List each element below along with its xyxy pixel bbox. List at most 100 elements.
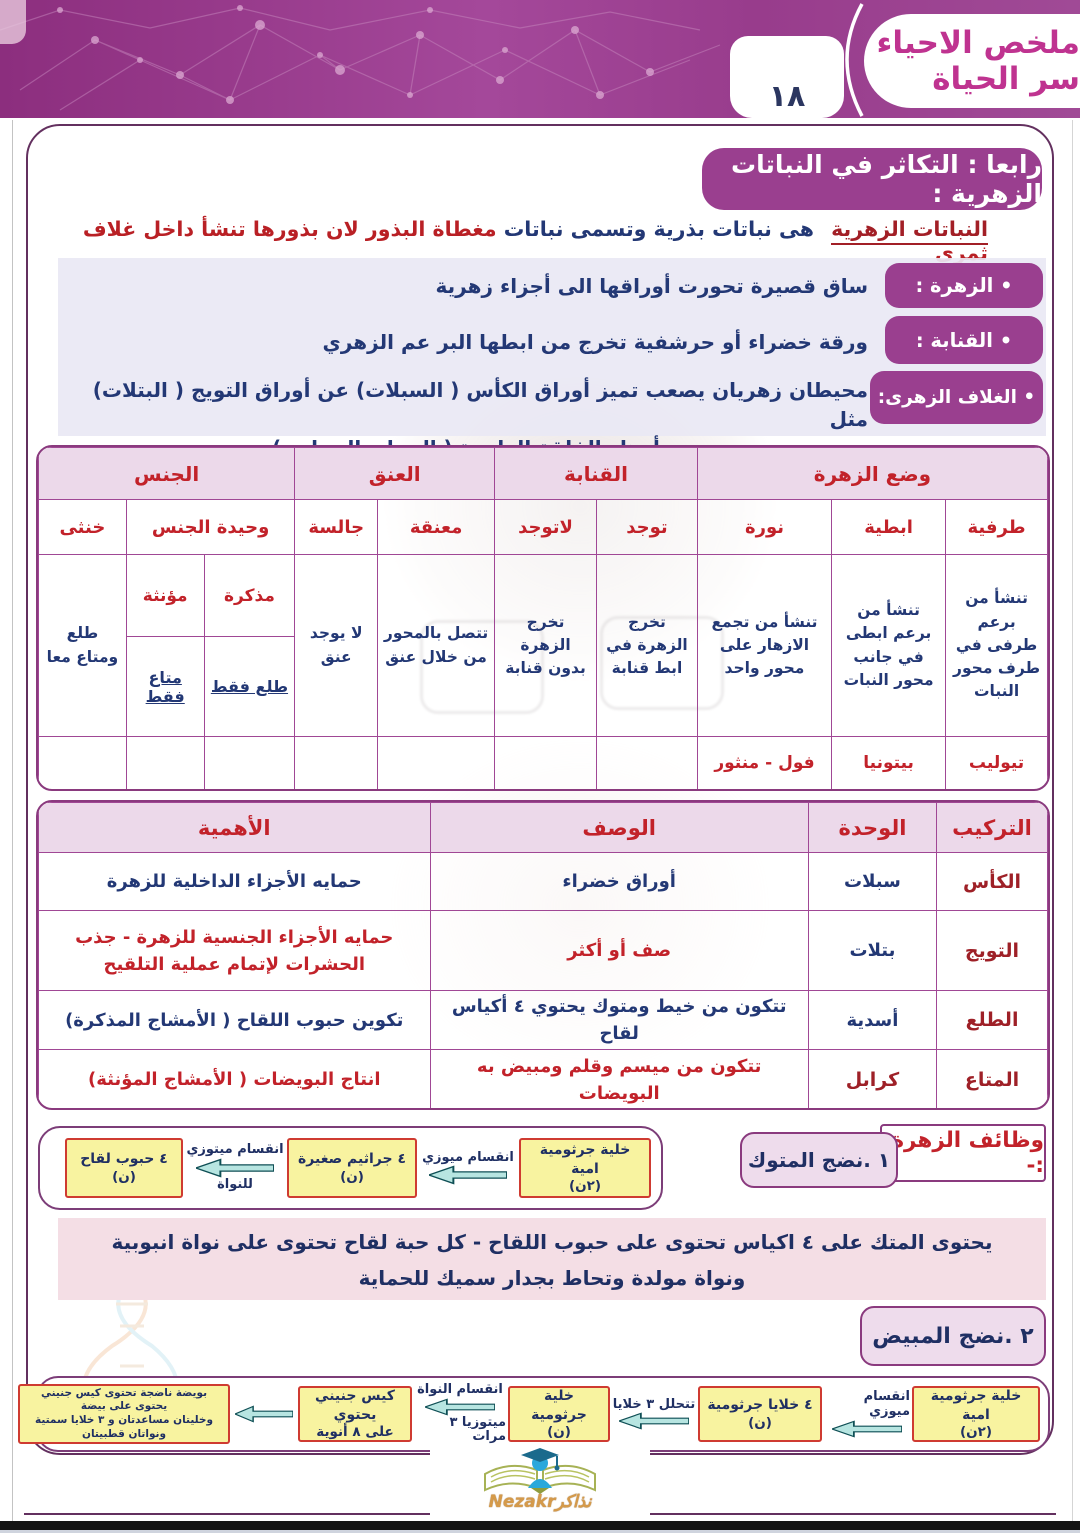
left-arrow-icon: [832, 1420, 902, 1438]
t2-row-corolla: التويج بتلات صف أو أكثر حمايه الأجزاء ال…: [38, 910, 1048, 991]
flower-position-table-grid: وضع الزهرة القنابة العنق الجنس طرفية ابط…: [38, 447, 1048, 789]
flow2-box3-line1: خلية جرثومية: [531, 1388, 587, 1423]
flower-position-table: وضع الزهرة القنابة العنق الجنس طرفية ابط…: [36, 445, 1050, 791]
flow2-box5-line2: وخليتان مساعدتان و ٣ خلايا سمتية ونواتان…: [34, 1414, 214, 1440]
t2-gynoecium-desc: تتكون من ميسم وقلم ومبيض به البويضات: [429, 1049, 809, 1108]
subheader-unisexual: وحيدة الجنس: [125, 499, 296, 555]
flow1-box1-line2: (٢ن): [568, 1177, 602, 1194]
flow2-box4-line1: كيس جنيني يحتوي: [315, 1388, 395, 1423]
header-banner: ملخص الاحياء سر الحياة ١٨: [0, 0, 1080, 118]
flow2-arrow-degeneration: تتحلل ٣ خلايا: [612, 1397, 696, 1431]
title-arc-decoration: [845, 3, 864, 117]
left-arrow-icon: [619, 1412, 689, 1431]
cell-bract-present-desc: تخرج الزهرة في ابط قنابة: [596, 554, 698, 737]
t2-androecium-name: الطلع: [936, 990, 1048, 1050]
network-pattern-decoration: [0, 3, 864, 117]
t2-corolla-importance: حمايه الأجزاء الجنسية للزهرة - جذب الحشر…: [38, 910, 431, 991]
flow1-box2-line1: ٤ جراثيم صغيرة: [298, 1151, 406, 1168]
flow2-arrow-final: [232, 1405, 296, 1423]
flow2-box4-line2: على ٨ أنوية: [316, 1423, 394, 1440]
step2-label: ٢ .نضج المبيض: [860, 1306, 1046, 1366]
flower-structure-table-grid: التركيب الوحدة الوصف الأهمية الكأس سبلات…: [38, 802, 1048, 1108]
cell-hermaphrodite-desc: طلع ومتاع معا: [38, 554, 127, 737]
group-header-pedicel: العنق: [294, 447, 496, 500]
bullet-label-perianth: • الغلاف الزهرى:: [870, 371, 1043, 424]
example-empty-2: [494, 736, 597, 789]
group-header-sex: الجنس: [38, 447, 296, 500]
example-empty-5: [203, 736, 296, 789]
t2-androecium-importance: تكوين حبوب اللقاح ( الأمشاج المذكرة): [38, 990, 431, 1050]
definition-text-red: مغطاة البذور لان بذورها تنشأ داخل غلاف ث…: [82, 217, 988, 265]
footer-gray-strip: [0, 1530, 1080, 1533]
cell-pedicellate-desc: تتصل بالمحور من خلال عنق: [377, 554, 496, 737]
cell-terminal-desc: تنشأ من برعم طرفى في طرف محور النبات: [945, 554, 1048, 737]
flow2-arrow-mitosis: انقسام النواة ميتوزيا ٣ مرات: [414, 1381, 506, 1446]
page-title: ملخص الاحياء سر الحياة: [876, 25, 1080, 97]
flow1-arrow1-label-top: انقسام ميوزي: [422, 1149, 514, 1165]
example-empty-4: [294, 736, 379, 789]
cell-male-header: مذكرة: [203, 554, 296, 637]
flow2-box-mature-ovule: بويضة ناضجة تحتوى كيس جنيني يحتوى على بي…: [18, 1384, 230, 1444]
flow1-box2-line2: (ن): [340, 1168, 364, 1185]
t2-header-structure: التركيب: [936, 802, 1048, 853]
bullet-text-bract: ورقة خضراء أو حرشفية تخرج من ابطها البر …: [322, 330, 868, 354]
t2-calyx-name: الكأس: [936, 852, 1048, 911]
subheader-inflorescence: نورة: [696, 499, 833, 555]
t2-calyx-unit: سبلات: [807, 852, 938, 911]
flow2-box-four-cells: ٤ خلايا جرثومية (ن): [698, 1386, 822, 1442]
flow1-box-pollen-grains: ٤ حبوب لقاح (ن): [65, 1138, 183, 1198]
flow2-box1-line2: (٢ن): [959, 1423, 993, 1440]
flow1-arrow2-label-bottom: للنواة: [217, 1177, 253, 1192]
anther-note: يحتوى المتك على ٤ اكياس تحتوى على حبوب ا…: [58, 1218, 1046, 1300]
cell-female-value: متاع فقط: [125, 636, 205, 737]
subheader-axillary: ابطية: [831, 499, 947, 555]
flow2-arrow3-label-bottom: ميتوزيا ٣ مرات: [449, 1414, 506, 1445]
flow2-box2-line2: (ن): [748, 1414, 772, 1431]
bullet-label-bract: • القنابة :: [885, 316, 1043, 364]
flow1-box1-line1: خلية جرثومية امية: [539, 1142, 631, 1177]
anther-note-line1: يحتوى المتك على ٤ اكياس تحتوى على حبوب ا…: [111, 1230, 993, 1254]
flow2-box-mother-cell: خلية جرثومية امية (٢ن): [912, 1386, 1040, 1442]
left-arrow-icon: [429, 1165, 507, 1185]
t2-header-unit: الوحدة: [807, 802, 938, 853]
group-header-bract: القنابة: [494, 447, 698, 500]
t2-androecium-desc: تتكون من خيط ومتوك يحتوي ٤ أكياس لقاح: [429, 990, 809, 1050]
t2-gynoecium-importance: انتاج البويضات ( الأمشاج المؤنثة): [38, 1049, 431, 1108]
example-empty-1: [596, 736, 698, 789]
flow1-arrow2-label-top: انقسام ميتوزي: [186, 1142, 284, 1158]
subheader-sessile: جالسة: [294, 499, 379, 555]
flow2-box-embryo-sac: كيس جنيني يحتوي على ٨ أنوية: [298, 1386, 412, 1442]
logo-text-latin: Nezakr: [488, 1492, 556, 1512]
cell-sessile-desc: لا يوجد عنق: [294, 554, 379, 737]
flow1-box3-line1: ٤ حبوب لقاح: [80, 1151, 168, 1168]
nezakr-logo-text: نذاكرNezakr: [489, 1492, 592, 1512]
definitions-panel: • الزهرة : ساق قصيرة تحورت أوراقها الى أ…: [58, 258, 1046, 460]
example-empty-6: [125, 736, 205, 789]
left-arrow-icon: [425, 1397, 495, 1416]
subheader-hermaphrodite: خنثى: [38, 499, 127, 555]
subheader-terminal: طرفية: [945, 499, 1048, 555]
t2-calyx-importance: حمايه الأجزاء الداخلية للزهرة: [38, 852, 431, 911]
nezakr-logo-icon: [484, 1448, 596, 1494]
cell-axillary-desc: تنشأ من برعم ابطى في جانب محور النبات: [831, 554, 947, 737]
left-edge-line: [12, 120, 13, 1524]
cell-bract-absent-desc: تخرج الزهرة بدون قنابة: [494, 554, 597, 737]
t2-header-description: الوصف: [429, 802, 809, 853]
flow1-box-mother-cell: خلية جرثومية امية (٢ن): [519, 1138, 651, 1198]
t2-calyx-desc: أوراق خضراء: [429, 852, 809, 911]
flow2-box2-line1: ٤ خلايا جرثومية: [707, 1397, 813, 1414]
flow2-arrow-meiosis: انقسام ميوزي: [824, 1389, 910, 1438]
t2-gynoecium-name: المتاع: [936, 1049, 1048, 1108]
t2-corolla-unit: بتلات: [807, 910, 938, 991]
cell-female-header: مؤنثة: [125, 554, 205, 637]
anther-flow-diagram: خلية جرثومية امية (٢ن) انقسام ميوزي ٤ جر…: [38, 1126, 663, 1210]
subheader-bract-absent: لاتوجد: [494, 499, 597, 555]
title-plate: ملخص الاحياء سر الحياة: [864, 14, 1080, 108]
flow2-arrow3-label-top: انقسام النواة: [417, 1381, 503, 1397]
flow2-box5-line1: بويضة ناضجة تحتوى كيس جنيني يحتوى على بي…: [40, 1386, 208, 1413]
flower-structure-table: التركيب الوحدة الوصف الأهمية الكأس سبلات…: [36, 800, 1050, 1110]
subheader-bract-present: توجد: [596, 499, 698, 555]
left-arrow-icon: [235, 1405, 293, 1423]
functions-title-tab: وظائف الزهرة :-: [880, 1124, 1046, 1182]
definition-line: النباتات الزهرية هى نباتات بذرية وتسمى ن…: [40, 217, 1040, 265]
